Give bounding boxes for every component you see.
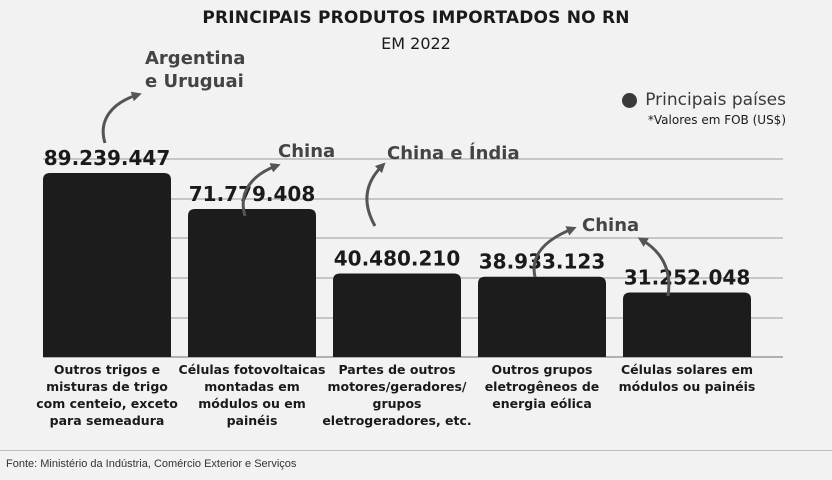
chart-subtitle: EM 2022 [381, 34, 451, 53]
arrow-icon [241, 163, 281, 217]
arrow-icon [637, 237, 671, 297]
arrow-icon [532, 226, 577, 278]
legend-label: Principais países [645, 90, 786, 110]
bar [478, 276, 606, 357]
data-label: 71.779.408 [189, 182, 316, 206]
category-label: misturas de trigo [46, 379, 168, 394]
source-note: Fonte: Ministério da Indústria, Comércio… [6, 458, 297, 470]
arrow-icon [365, 162, 386, 227]
arrow-icon [101, 91, 142, 144]
category-label: energia eólica [492, 396, 592, 411]
category-label: eletrogêneos de [485, 379, 600, 394]
category-label: Outros trigos e [54, 362, 160, 377]
data-label: 31.252.048 [624, 266, 751, 290]
category-label: Células fotovoltaicas [179, 362, 326, 377]
category-label: Outros grupos [491, 362, 592, 377]
bar-chart: 89.239.447 Outros trigos e misturas de tri… [36, 48, 783, 428]
chart-title: PRINCIPAIS PRODUTOS IMPORTADOS NO RN [202, 8, 630, 28]
currency-note: *Valores em FOB (US$) [647, 113, 786, 127]
category-label: com centeio, exceto [36, 396, 178, 411]
category-label: módulos ou painéis [619, 379, 756, 394]
category-label: Partes de outros [338, 362, 455, 377]
legend-dot-icon [622, 92, 638, 108]
category-label: motores/geradores/ [327, 379, 466, 394]
category-label: painéis [227, 413, 278, 428]
category-label: módulos ou em [198, 396, 305, 411]
bar [623, 292, 751, 357]
legend: Principais países [622, 90, 786, 110]
category-label: para semeadura [50, 413, 165, 428]
bar [333, 273, 461, 357]
bar [188, 209, 316, 357]
country-label: China [278, 141, 335, 162]
category-label: eletrogeradores, etc. [322, 413, 471, 428]
country-label: e Uruguai [145, 71, 244, 92]
category-label: Células solares em [621, 362, 753, 377]
country-label: Argentina [145, 48, 245, 69]
data-label: 40.480.210 [334, 247, 461, 271]
country-label: China e Índia [387, 142, 520, 164]
country-label: China [582, 215, 639, 236]
category-label: grupos [373, 396, 422, 411]
footer-divider [0, 450, 832, 451]
data-label: 38.933.123 [479, 250, 606, 274]
data-label: 89.239.447 [44, 146, 171, 170]
category-label: montadas em [204, 379, 300, 394]
bar [43, 173, 171, 357]
